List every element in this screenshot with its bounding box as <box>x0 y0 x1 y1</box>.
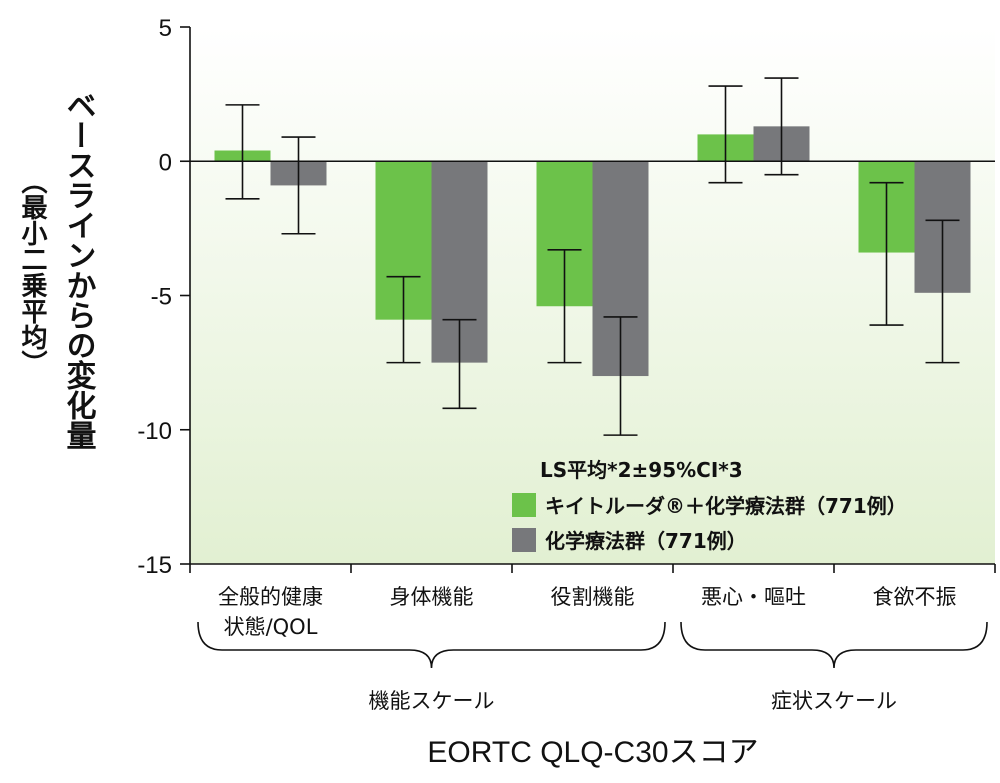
group-label-2: 症状スケール <box>771 689 897 713</box>
category-label-2: 身体機能 <box>390 585 474 609</box>
category-label-3: 役割機能 <box>551 585 635 609</box>
error-bars-layer <box>225 77 960 436</box>
y-tick-label-2: 0 <box>159 149 172 176</box>
y-tick-label-5: -15 <box>137 552 172 579</box>
labels-layer: 5 0 -5 -10 -15 全般的健康状態/QOL 身体機能 役割機能 悪心・嘔吐 食欲不振機能… <box>17 15 957 769</box>
legend: LS平均*2±95%CI*3 キイトルーダ®＋化学療法群（771例） 化学療法群（7… <box>512 458 907 553</box>
x-axis-title: EORTC QLQ-C30スコア <box>427 736 758 769</box>
group-brace-1 <box>197 621 666 669</box>
category-label-4: 悪心・嘔吐 <box>701 585 806 609</box>
y-tick-label-1: 5 <box>159 15 172 42</box>
legend-label-1: キイトルーダ®＋化学療法群（771例） <box>545 494 907 518</box>
y-axis-title: ベースラインからの変化量 <box>61 90 97 450</box>
group-label-1: 機能スケール <box>369 689 495 713</box>
category-label-5: 食欲不振 <box>873 585 957 609</box>
y-tick-label-3: -5 <box>151 284 172 311</box>
axes-layer <box>180 26 996 669</box>
legend-swatch-2 <box>512 528 536 552</box>
legend-swatch-1 <box>512 493 536 517</box>
legend-label-2: 化学療法群（771例） <box>545 529 747 553</box>
y-tick-label-4: -10 <box>137 418 172 445</box>
group-brace-2 <box>680 621 988 669</box>
category-label-1: 全般的健康状態/QOL <box>218 585 323 639</box>
y-axis-subtitle: （最小二乗平均） <box>17 168 47 376</box>
legend-title: LS平均*2±95%CI*3 <box>540 458 743 482</box>
